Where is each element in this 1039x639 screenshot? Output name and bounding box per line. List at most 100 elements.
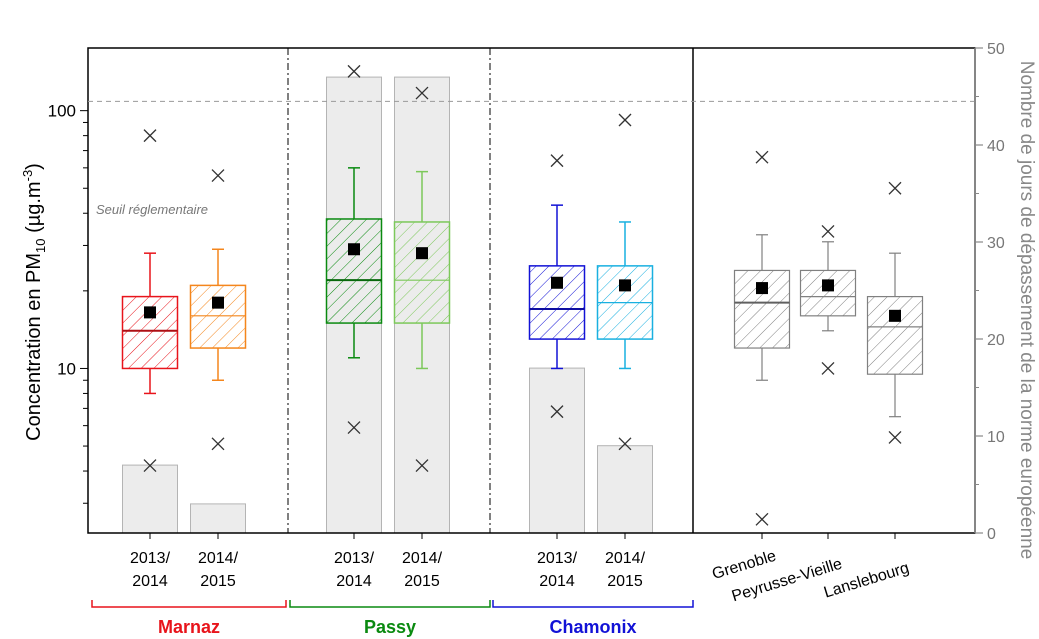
cross-stroke xyxy=(755,150,769,164)
cross-stroke xyxy=(143,459,157,473)
min-marker xyxy=(618,437,632,451)
y-axis-title-suffix: ) xyxy=(23,163,45,170)
x-tick-label: 2015 xyxy=(200,573,236,590)
x-tick-label: 2014 xyxy=(132,573,168,590)
mean-marker xyxy=(619,279,631,292)
max-marker xyxy=(550,154,564,168)
exceedance-bar xyxy=(122,464,178,534)
min-marker xyxy=(415,459,429,473)
y2-tick-label: 10 xyxy=(987,429,1005,446)
mean-marker xyxy=(822,279,834,292)
cross-stroke xyxy=(618,437,632,451)
x-tick-label: 2015 xyxy=(404,573,440,590)
group-label: Marnaz xyxy=(158,617,220,637)
min-marker xyxy=(821,361,835,375)
min-marker xyxy=(347,421,361,434)
iqr-box xyxy=(325,218,383,324)
box-plots xyxy=(121,64,924,526)
bracket-line xyxy=(492,600,694,608)
y-axis-title-units: (µg.m xyxy=(23,181,45,238)
mean-marker xyxy=(551,276,563,289)
cross-stroke xyxy=(143,129,157,143)
y2-tick-label: 40 xyxy=(987,138,1005,155)
box-plot xyxy=(325,64,383,434)
group-bracket: Marnaz xyxy=(91,600,287,637)
y2-tick-label: 0 xyxy=(987,526,996,543)
group-label: Chamonix xyxy=(549,617,636,637)
cross-stroke xyxy=(821,224,835,238)
y2-tick-label: 30 xyxy=(987,235,1005,252)
y-axis-title-superscript: -3 xyxy=(20,170,35,182)
max-marker xyxy=(211,169,225,183)
bracket-line xyxy=(289,600,491,608)
group-bracket: Passy xyxy=(289,600,491,637)
x-tick-label: 2014 xyxy=(336,573,372,590)
cross-stroke xyxy=(347,64,361,78)
min-marker xyxy=(888,430,902,444)
x-tick-label: 2015 xyxy=(607,573,643,590)
box-plot xyxy=(528,154,586,419)
box-plot xyxy=(393,86,451,473)
group-brackets: Marnaz Passy Chamonix xyxy=(91,600,694,637)
iqr-box xyxy=(866,295,924,375)
x-tick-label: 2013/ xyxy=(130,550,171,567)
cross-stroke xyxy=(415,459,429,473)
iqr-box xyxy=(189,284,247,349)
x-tick-label: 2014/ xyxy=(198,550,239,567)
exceedance-bar xyxy=(529,367,585,534)
cross-stroke xyxy=(211,169,225,183)
cross-stroke xyxy=(550,154,564,168)
y-tick-label: 100 xyxy=(48,102,76,121)
exceedance-bar xyxy=(597,445,653,534)
cross-stroke xyxy=(347,421,361,434)
bracket-line xyxy=(91,600,287,608)
max-marker xyxy=(143,129,157,143)
max-marker xyxy=(618,113,632,127)
exceedance-bar xyxy=(190,503,246,534)
y2-axis-title: Nombre de jours de dépassement de la nor… xyxy=(1016,61,1037,560)
x-tick-label: 2014 xyxy=(539,573,575,590)
iqr-box xyxy=(799,269,857,317)
max-marker xyxy=(888,181,902,195)
x-tick-label: 2014/ xyxy=(402,550,443,567)
y-axis-title-subscript: 10 xyxy=(33,238,48,252)
max-marker xyxy=(821,224,835,238)
x-tick-label: 2013/ xyxy=(334,550,375,567)
cross-stroke xyxy=(550,405,564,419)
iqr-box xyxy=(121,295,179,370)
y-axis-title: Concentration en PM10 (µg.m-3) xyxy=(20,163,48,441)
y2-tick-label: 20 xyxy=(987,332,1005,349)
y2-tick-label: 50 xyxy=(987,41,1005,58)
mean-marker xyxy=(756,282,768,295)
y-tick-label: 10 xyxy=(57,359,76,378)
min-marker xyxy=(143,459,157,473)
mean-marker xyxy=(212,296,224,309)
max-marker xyxy=(755,150,769,164)
x-tick-label: 2014/ xyxy=(605,550,646,567)
y-axis-title-prefix: Concentration en PM xyxy=(23,253,45,441)
group-bracket: Chamonix xyxy=(492,600,694,637)
cross-stroke xyxy=(755,512,769,526)
box-plot xyxy=(121,129,179,473)
box-plot xyxy=(799,224,857,375)
iqr-box xyxy=(393,221,451,324)
min-marker xyxy=(550,405,564,419)
x-tick-label: 2013/ xyxy=(537,550,578,567)
min-marker xyxy=(755,512,769,526)
cross-stroke xyxy=(415,86,429,100)
box-plot xyxy=(596,113,654,451)
box-plot xyxy=(189,169,247,451)
mean-marker xyxy=(889,309,901,322)
iqr-box xyxy=(733,269,791,349)
cross-stroke xyxy=(821,361,835,375)
group-label: Passy xyxy=(364,617,416,637)
max-marker xyxy=(415,86,429,100)
threshold-label: Seuil réglementaire xyxy=(96,202,208,217)
mean-marker xyxy=(144,306,156,319)
box-plot xyxy=(866,181,924,444)
cross-stroke xyxy=(211,437,225,451)
max-marker xyxy=(347,64,361,78)
cross-stroke xyxy=(888,430,902,444)
